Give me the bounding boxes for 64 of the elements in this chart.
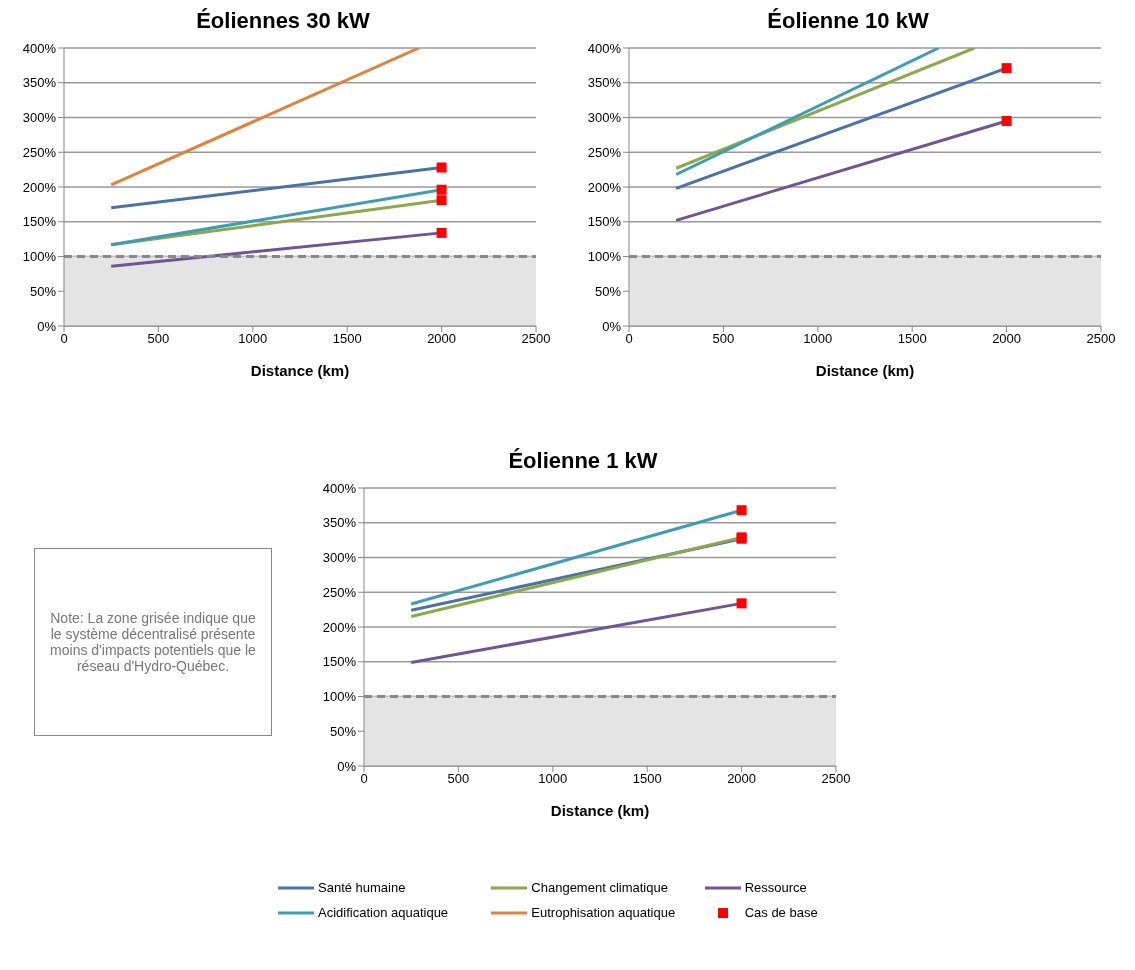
point (736, 598, 747, 609)
y-tick-label: 150% (322, 654, 357, 670)
y-tick-label: 50% (29, 283, 57, 299)
y-tick-label: 150% (22, 214, 57, 230)
x-tick-label: 0 (360, 771, 368, 787)
y-tick-label: 100% (22, 249, 57, 265)
chart-title: Éoliennes 30 kW (195, 8, 371, 35)
y-tick-label: 300% (587, 110, 622, 126)
legend-label: Cas de base (744, 905, 818, 920)
y-tick-label: 200% (587, 179, 622, 195)
y-tick-label: 50% (594, 283, 622, 299)
y-tick-label: 300% (322, 550, 357, 566)
y-tick-label: 50% (329, 723, 357, 739)
y-tick-label: 100% (322, 689, 357, 705)
x-tick-label: 2000 (427, 331, 457, 347)
y-tick-label: 350% (322, 515, 357, 531)
y-tick-label: 350% (587, 75, 622, 91)
y-tick-label: 200% (322, 619, 357, 635)
point (436, 162, 447, 173)
x-axis-title: Distance (km) (815, 362, 915, 379)
x-tick-label: 500 (147, 331, 170, 347)
x-tick-label: 0 (60, 331, 68, 347)
x-tick-label: 2000 (727, 771, 757, 787)
y-tick-label: 150% (587, 214, 622, 230)
y-tick-label: 400% (587, 40, 622, 56)
x-tick-label: 500 (712, 331, 735, 347)
point (736, 505, 747, 516)
x-tick-label: 1000 (803, 331, 833, 347)
legend-label: Eutrophisation aquatique (531, 905, 676, 920)
legend-label: Santé humaine (318, 880, 406, 895)
y-tick-label: 0% (337, 758, 357, 774)
y-tick-label: 0% (37, 318, 57, 334)
x-tick-label: 500 (447, 771, 470, 787)
x-tick-label: 2500 (821, 771, 851, 787)
x-tick-label: 2500 (1086, 331, 1116, 347)
y-tick-label: 0% (602, 318, 622, 334)
y-tick-label: 250% (22, 144, 57, 160)
y-tick-label: 200% (22, 179, 57, 195)
y-tick-label: 350% (22, 75, 57, 91)
x-tick-label: 1500 (897, 331, 927, 347)
y-tick-label: 300% (22, 110, 57, 126)
point (436, 227, 447, 238)
point (436, 195, 447, 206)
chart-title: Éolienne 10 kW (766, 8, 930, 35)
x-axis-title: Distance (km) (550, 802, 650, 819)
legend-label: Ressource (744, 880, 807, 895)
y-tick-label: 250% (322, 584, 357, 600)
y-tick-label: 400% (22, 40, 57, 56)
x-tick-label: 1000 (538, 771, 568, 787)
x-axis-title: Distance (km) (250, 362, 350, 379)
legend-label: Acidification aquatique (318, 905, 449, 920)
chart-title: Éolienne 1 kW (507, 448, 659, 475)
y-tick-label: 400% (322, 480, 357, 496)
x-tick-label: 2500 (521, 331, 551, 347)
point (436, 184, 447, 195)
x-tick-label: 1500 (632, 771, 662, 787)
y-tick-label: 100% (587, 249, 622, 265)
x-tick-label: 2000 (992, 331, 1022, 347)
x-tick-label: 1500 (332, 331, 362, 347)
legend-label: Changement climatique (531, 880, 668, 895)
x-tick-label: 0 (625, 331, 633, 347)
x-tick-label: 1000 (238, 331, 268, 347)
y-tick-label: 250% (587, 144, 622, 160)
text: Note: La zone grisée indique que le système décentralisé présente moins d'impacts potentiels que le réseau d'Hydro-Québec. (34, 548, 272, 736)
